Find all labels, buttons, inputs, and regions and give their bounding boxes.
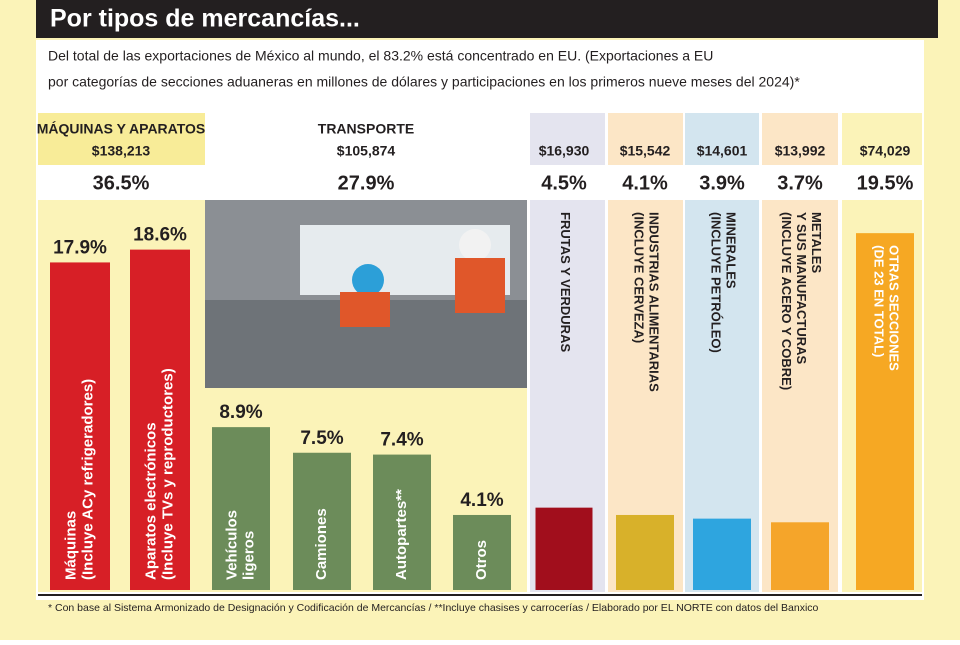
bar-label: Aparatos electrónicos(Incluye TVs y repr… (142, 368, 176, 580)
value-label: 7.5% (300, 428, 343, 449)
value-label: 19.5% (857, 172, 914, 194)
column-label: FRUTAS Y VERDURAS (558, 212, 573, 352)
value-label: 18.6% (133, 225, 187, 246)
value-label: 17.9% (53, 237, 107, 258)
group-name: TRANSPORTE (318, 121, 414, 137)
bar (535, 507, 593, 590)
bar-label: Camiones (313, 508, 330, 580)
bar (373, 454, 431, 590)
value-label: 3.7% (777, 172, 823, 194)
bar (693, 518, 751, 590)
bar (212, 427, 270, 590)
group-amount: $105,874 (337, 143, 396, 159)
group-share: 36.5% (93, 172, 150, 194)
bar (130, 249, 190, 590)
value-label: 4.1% (622, 172, 668, 194)
subtitle: por categorías de secciones aduaneras en… (48, 74, 800, 90)
bar-label: Máquinas(Incluye ACy refrigeradores) (62, 379, 96, 580)
subtitle: Del total de las exportaciones de México… (48, 48, 713, 64)
column-label: INDUSTRIAS ALIMENTARIAS(INCLUYE CERVEZA) (631, 212, 661, 392)
bar (293, 452, 351, 590)
share-row (38, 165, 922, 200)
bar (616, 514, 674, 590)
footnote: * Con base al Sistema Armonizado de Desi… (48, 602, 819, 614)
bar-label: Autopartes** (393, 489, 410, 580)
bar (856, 233, 914, 590)
value-label: 4.5% (541, 172, 587, 194)
value-label: 7.4% (380, 430, 423, 451)
value-label: 3.9% (699, 172, 745, 194)
column-label: MINERALES(INCLUYE PETRÓLEO) (708, 212, 738, 353)
bar-label: Otros (473, 540, 490, 580)
amount: $13,992 (775, 143, 826, 159)
column-label: METALESY SUS MANUFACTURAS(INCLUYE ACERO … (779, 212, 824, 390)
amount: $14,601 (697, 143, 748, 159)
bar-label: Vehículosligeros (223, 510, 257, 580)
group-share: 27.9% (338, 172, 395, 194)
value-label: 8.9% (219, 402, 262, 423)
amount: $74,029 (860, 143, 911, 159)
bar (50, 262, 110, 590)
group-name: MÁQUINAS Y APARATOS (37, 121, 206, 137)
title: Por tipos de mercancías... (50, 5, 360, 33)
column-label: OTRAS SECCIONES(DE 23 EN TOTAL) (871, 245, 901, 371)
bar (771, 522, 829, 590)
amount: $15,542 (620, 143, 671, 159)
photo (205, 200, 527, 388)
group-header-bg (38, 113, 205, 165)
value-label: 4.1% (460, 490, 503, 511)
group-amount: $138,213 (92, 143, 151, 159)
bar (453, 514, 511, 590)
amount: $16,930 (539, 143, 590, 159)
title-bar (36, 0, 938, 38)
